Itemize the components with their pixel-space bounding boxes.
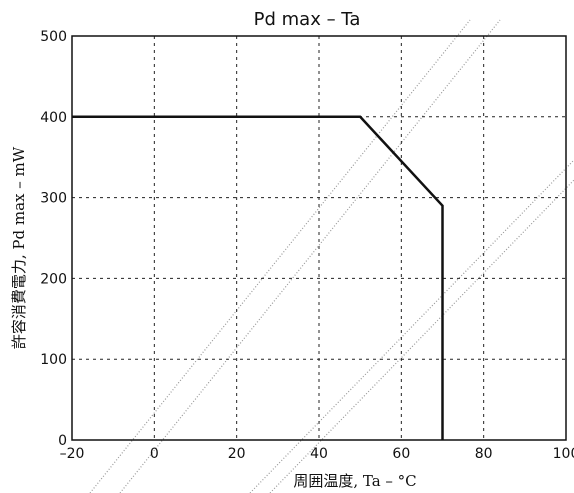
series-line-0 — [72, 115, 444, 440]
y-tick-label: 200 — [40, 271, 67, 287]
x-tick-label: 40 — [310, 446, 328, 462]
x-axis-label: 周囲温度, Ta – °C — [293, 472, 416, 490]
y-axis-label: 許容消費電力, Pd max – mW — [10, 146, 28, 349]
x-tick-label: 80 — [475, 446, 493, 462]
y-tick-label: 400 — [40, 110, 67, 126]
x-tick-label: –20 — [60, 446, 85, 462]
x-tick-labels: –20 0 20 40 60 80 100 — [60, 446, 574, 462]
y-tick-labels: 0 100 200 300 400 500 — [40, 29, 67, 449]
y-tick-label: 100 — [40, 352, 67, 368]
diagonal-hatch-line — [119, 19, 501, 493]
x-tick-label: 20 — [228, 446, 246, 462]
diagonal-hatch-line — [89, 19, 471, 493]
x-tick-label: 0 — [150, 446, 159, 462]
y-tick-label: 0 — [58, 433, 67, 449]
diagonal-hatch-line — [249, 159, 574, 493]
x-tick-label: 100 — [553, 446, 574, 462]
watermark-diagonal-hatching — [89, 19, 574, 493]
y-tick-label: 500 — [40, 29, 67, 45]
diagonal-hatch-line — [269, 179, 574, 493]
plot-frame — [71, 35, 567, 441]
x-tick-label: 60 — [392, 446, 410, 462]
grid-lines — [72, 36, 566, 440]
chart-title: Pd max – Ta — [254, 9, 361, 30]
y-tick-label: 300 — [40, 191, 67, 207]
series-layer — [72, 115, 444, 440]
